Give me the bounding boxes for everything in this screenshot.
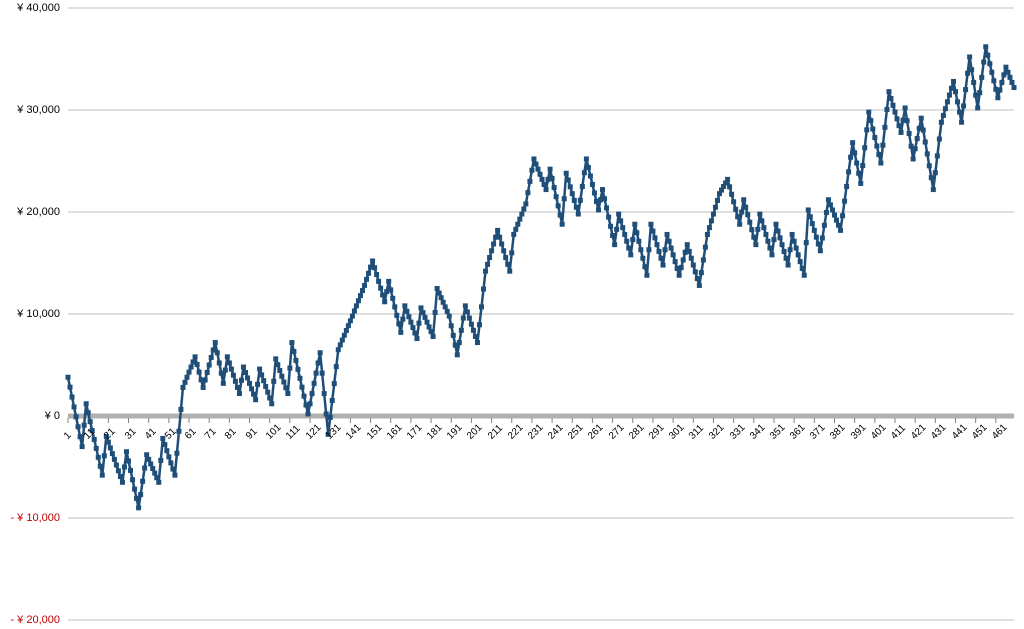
y-tick-label: - ¥ 10,000 <box>10 512 60 524</box>
y-tick-label: ¥ 0 <box>45 410 60 422</box>
chart-svg <box>0 0 1024 629</box>
y-tick-label: ¥ 40,000 <box>17 2 60 14</box>
y-tick-label: - ¥ 20,000 <box>10 614 60 626</box>
y-tick-label: ¥ 20,000 <box>17 206 60 218</box>
y-tick-label: ¥ 30,000 <box>17 104 60 116</box>
yen-line-chart: ¥ 40,000 ¥ 30,000 ¥ 20,000 ¥ 10,000 ¥ 0 - ¥ 1… <box>0 0 1024 629</box>
y-tick-label: ¥ 10,000 <box>17 308 60 320</box>
